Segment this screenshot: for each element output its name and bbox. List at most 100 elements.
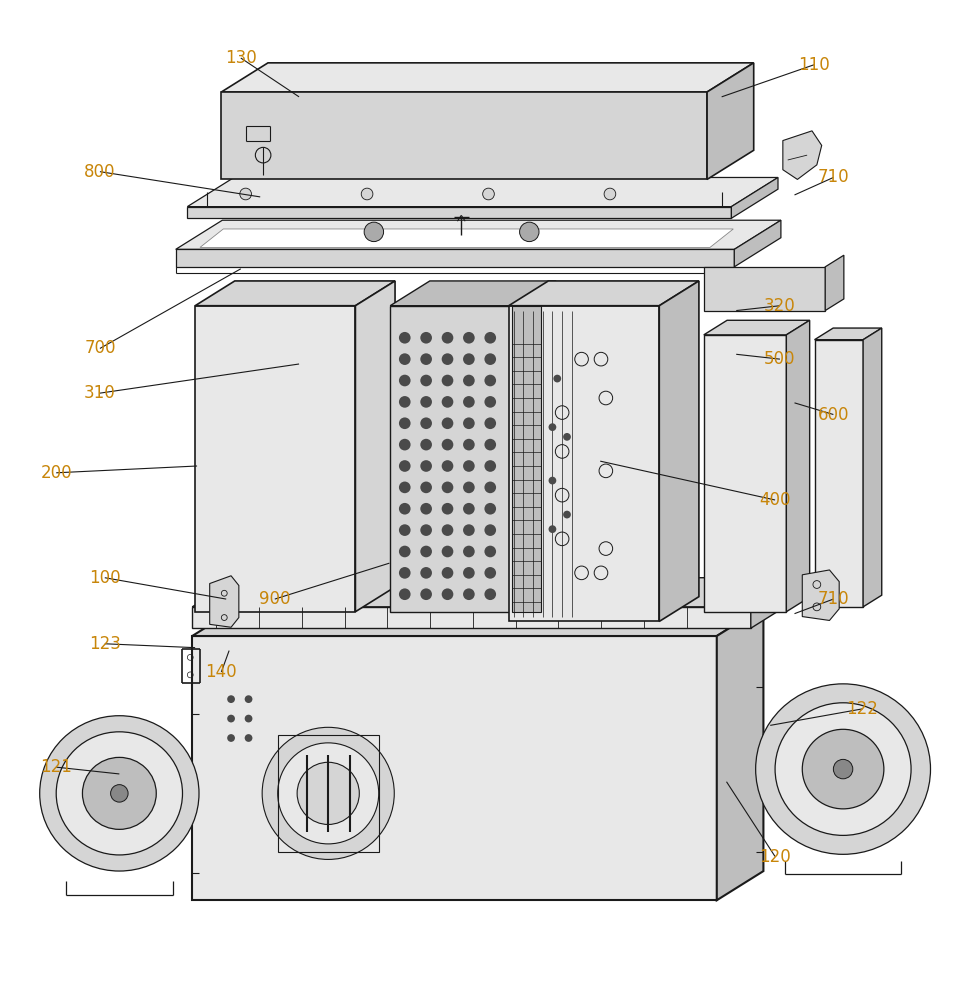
Polygon shape [192, 607, 750, 628]
Circle shape [548, 477, 556, 484]
Polygon shape [222, 63, 753, 92]
Circle shape [485, 439, 496, 450]
Polygon shape [192, 636, 717, 900]
Polygon shape [192, 578, 797, 607]
Circle shape [485, 353, 496, 365]
Polygon shape [509, 281, 699, 306]
Text: 710: 710 [818, 590, 849, 608]
Text: 600: 600 [818, 406, 849, 424]
Polygon shape [192, 607, 763, 636]
Circle shape [399, 567, 410, 579]
Circle shape [463, 503, 475, 515]
Circle shape [463, 567, 475, 579]
Circle shape [442, 396, 453, 408]
Polygon shape [188, 177, 778, 207]
Text: 320: 320 [764, 297, 796, 315]
Text: 310: 310 [84, 384, 116, 402]
Polygon shape [732, 177, 778, 218]
Polygon shape [786, 320, 810, 612]
Circle shape [442, 567, 453, 579]
Circle shape [399, 332, 410, 344]
Circle shape [399, 353, 410, 365]
Polygon shape [703, 267, 826, 311]
Circle shape [485, 524, 496, 536]
Circle shape [399, 375, 410, 386]
Circle shape [442, 524, 453, 536]
Text: 500: 500 [764, 350, 795, 368]
Circle shape [244, 695, 252, 703]
Polygon shape [735, 220, 781, 267]
Circle shape [420, 417, 432, 429]
Text: 800: 800 [84, 163, 115, 181]
Circle shape [553, 375, 561, 382]
Circle shape [399, 588, 410, 600]
Polygon shape [509, 306, 659, 621]
Circle shape [485, 375, 496, 386]
Polygon shape [826, 255, 844, 311]
Circle shape [548, 525, 556, 533]
Text: 100: 100 [89, 569, 120, 587]
Circle shape [399, 503, 410, 515]
Circle shape [485, 588, 496, 600]
Circle shape [420, 375, 432, 386]
Circle shape [420, 353, 432, 365]
Circle shape [420, 460, 432, 472]
Circle shape [463, 417, 475, 429]
Text: 400: 400 [759, 491, 790, 509]
Bar [277, 735, 379, 852]
Polygon shape [703, 335, 786, 612]
Circle shape [399, 482, 410, 493]
Polygon shape [707, 63, 753, 179]
Text: 130: 130 [225, 49, 257, 67]
Ellipse shape [110, 785, 128, 802]
Text: 123: 123 [89, 635, 121, 653]
Circle shape [463, 332, 475, 344]
Circle shape [399, 524, 410, 536]
Circle shape [420, 546, 432, 557]
Circle shape [244, 715, 252, 722]
Circle shape [485, 503, 496, 515]
Circle shape [442, 503, 453, 515]
Circle shape [463, 439, 475, 450]
Polygon shape [195, 281, 395, 306]
Circle shape [548, 423, 556, 431]
Polygon shape [717, 607, 763, 900]
Polygon shape [222, 92, 707, 179]
Ellipse shape [57, 732, 183, 855]
Text: 110: 110 [798, 56, 829, 74]
Polygon shape [750, 578, 797, 628]
Circle shape [442, 332, 453, 344]
Circle shape [463, 375, 475, 386]
Circle shape [485, 417, 496, 429]
Circle shape [442, 482, 453, 493]
Circle shape [420, 567, 432, 579]
Circle shape [420, 396, 432, 408]
Ellipse shape [297, 762, 360, 824]
Ellipse shape [775, 703, 912, 835]
Polygon shape [200, 229, 734, 247]
Circle shape [420, 503, 432, 515]
Circle shape [485, 482, 496, 493]
Circle shape [483, 188, 494, 200]
Text: 200: 200 [40, 464, 72, 482]
Circle shape [485, 546, 496, 557]
Circle shape [442, 439, 453, 450]
Circle shape [364, 222, 384, 242]
Circle shape [442, 353, 453, 365]
Polygon shape [815, 340, 863, 607]
Circle shape [399, 460, 410, 472]
Text: 700: 700 [84, 339, 115, 357]
Text: 122: 122 [846, 700, 878, 718]
Circle shape [420, 482, 432, 493]
Polygon shape [512, 306, 540, 612]
Circle shape [442, 588, 453, 600]
Polygon shape [356, 281, 395, 612]
Text: 120: 120 [759, 848, 791, 866]
Circle shape [604, 188, 616, 200]
Circle shape [228, 715, 234, 722]
Polygon shape [188, 207, 732, 218]
Circle shape [463, 353, 475, 365]
Polygon shape [176, 220, 781, 249]
Circle shape [463, 396, 475, 408]
Circle shape [420, 588, 432, 600]
